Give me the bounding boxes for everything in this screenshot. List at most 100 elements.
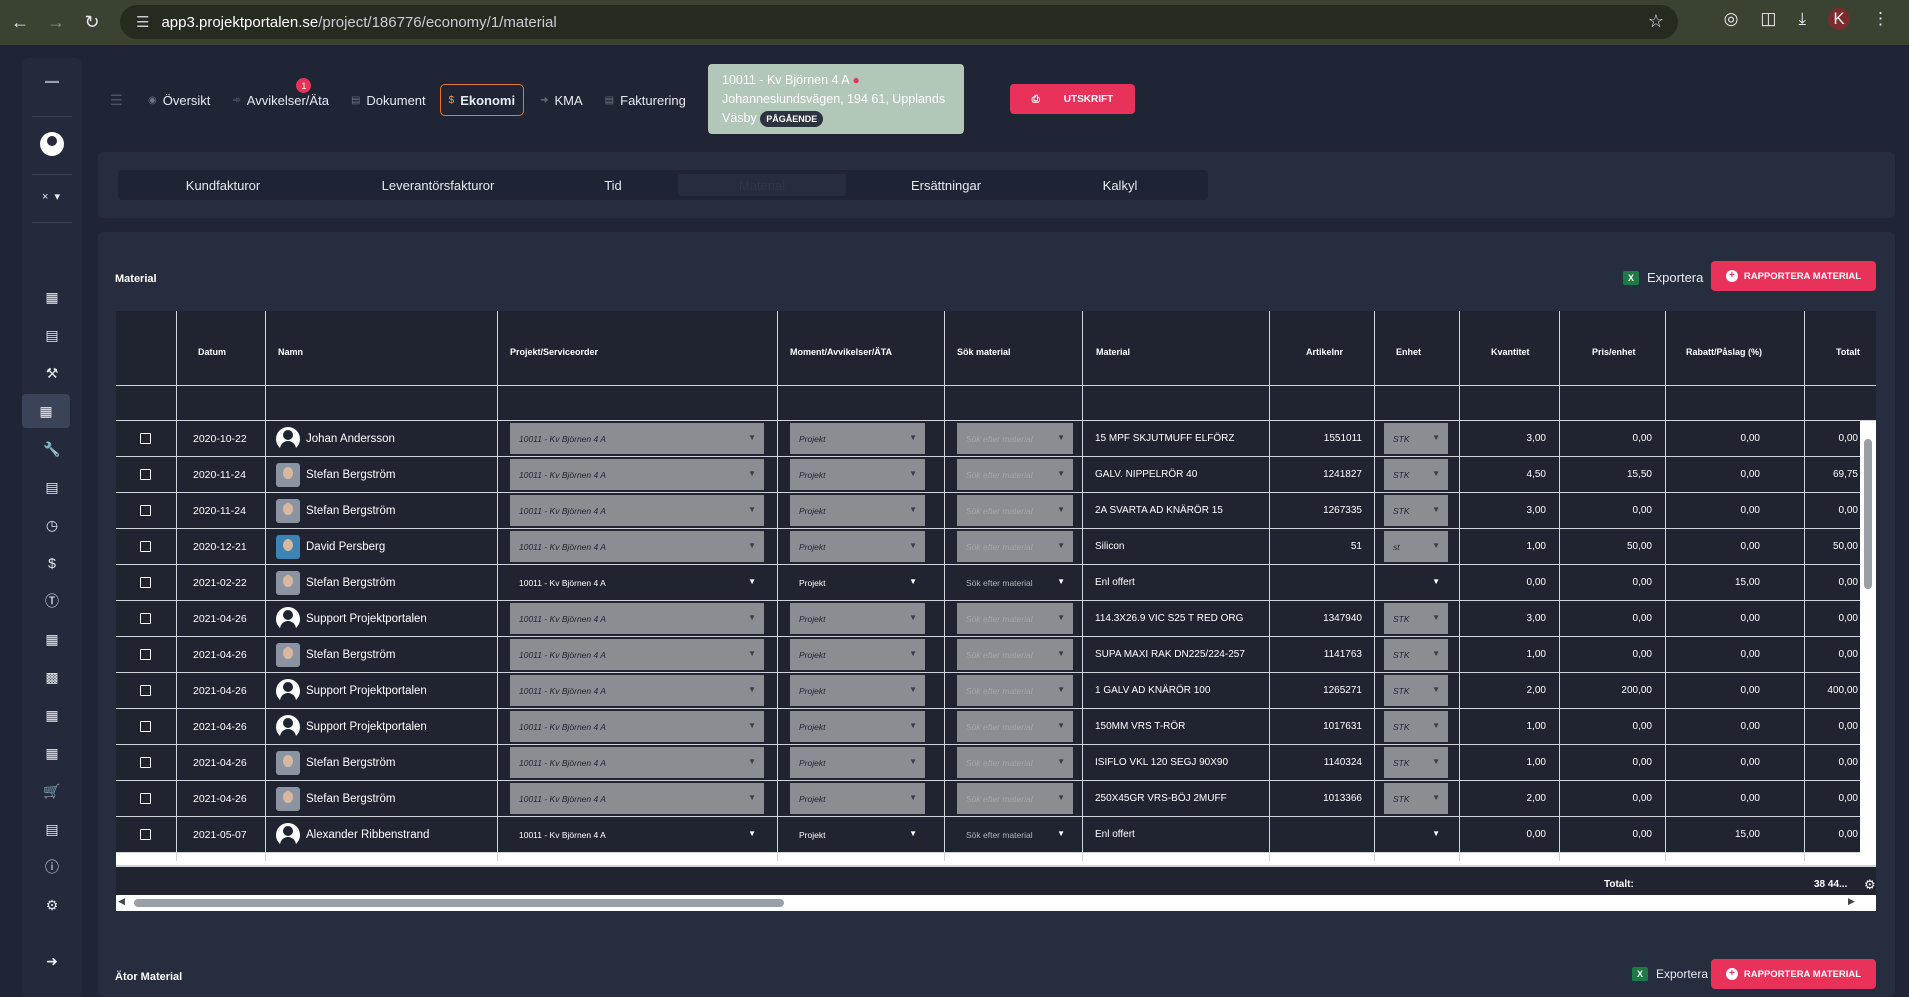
unit-select[interactable]: STK ▼ — [1384, 639, 1448, 670]
column-header[interactable]: Artikelnr — [1306, 347, 1344, 357]
column-header[interactable]: Namn — [278, 347, 304, 357]
project-card[interactable]: 10011 - Kv Björnen 4 A ● Johanneslundsvä… — [708, 64, 964, 134]
project-select[interactable]: 10011 - Kv Björnen 4 A ▼ — [510, 531, 764, 562]
table-row[interactable]: 2021-05-07 Alexander Ribbenstrand 10011 - … — [116, 817, 1876, 853]
column-header[interactable]: Rabatt/Påslag (%) — [1686, 347, 1763, 357]
price-cell[interactable]: 50,00 — [1626, 541, 1652, 552]
project-select[interactable]: 10011 - Kv Björnen 4 A ▼ — [510, 495, 764, 526]
project-select[interactable]: 10011 - Kv Björnen 4 A ▼ — [510, 639, 764, 670]
unit-select[interactable]: STK ▼ — [1384, 747, 1448, 778]
dashboard-icon[interactable]: ▦ — [45, 288, 59, 305]
vertical-scrollbar[interactable] — [1860, 421, 1876, 861]
qty-cell[interactable]: 2,00 — [1526, 685, 1546, 696]
project-select[interactable]: 10011 - Kv Björnen 4 A ▼ — [510, 567, 764, 598]
row-select[interactable] — [140, 565, 151, 600]
qty-cell[interactable]: 3,00 — [1526, 433, 1546, 444]
moment-select[interactable]: Projekt ▼ — [790, 639, 925, 670]
checkbox[interactable] — [140, 793, 151, 804]
moment-select[interactable]: Projekt ▼ — [790, 603, 925, 634]
material-search-select[interactable]: Sök efter material ▼ — [957, 423, 1073, 454]
price-cell[interactable]: 0,00 — [1632, 793, 1652, 804]
unit-select[interactable]: STK ▼ — [1384, 711, 1448, 742]
scroll-right-icon[interactable]: ▶ — [1848, 896, 1855, 906]
tab-fakturering[interactable]: ▤ Fakturering — [597, 84, 700, 116]
tab-kma[interactable]: ➜ KMA — [532, 84, 597, 116]
messages-icon[interactable]: ▤ — [45, 326, 59, 343]
cart-icon[interactable]: 🛒 — [43, 782, 61, 799]
subtab-kundfakturor[interactable]: Kundfakturor — [185, 177, 261, 193]
project-select[interactable]: 10011 - Kv Björnen 4 A ▼ — [510, 459, 764, 490]
scroll-left-icon[interactable]: ◀ — [118, 896, 125, 906]
checkbox[interactable] — [140, 505, 151, 516]
moment-select[interactable]: Projekt ▼ — [790, 459, 925, 490]
extension-icon[interactable]: ◎ — [1723, 9, 1739, 28]
qty-cell[interactable]: 1,00 — [1526, 757, 1546, 768]
table-row[interactable]: 2021-04-26 Stefan Bergström 10011 - Kv Bjö… — [116, 781, 1876, 817]
column-header[interactable]: Projekt/Serviceorder — [510, 347, 599, 357]
tab-dokument[interactable]: ▤ Dokument — [343, 84, 440, 116]
row-select[interactable] — [140, 457, 151, 492]
project-select[interactable]: 10011 - Kv Björnen 4 A ▼ — [510, 603, 764, 634]
checkbox[interactable] — [140, 577, 151, 588]
price-cell[interactable]: 0,00 — [1632, 649, 1652, 660]
dollar-icon[interactable]: $ — [48, 555, 56, 571]
subtab-kalkyl[interactable]: Kalkyl — [1102, 177, 1138, 193]
material-search-select[interactable]: Sök efter material ▼ — [957, 531, 1073, 562]
checkbox[interactable] — [140, 721, 151, 732]
material-search-select[interactable]: Sök efter material ▼ — [957, 747, 1073, 778]
price-cell[interactable]: 0,00 — [1632, 829, 1652, 840]
logout-icon[interactable]: ➜ — [46, 952, 58, 969]
discount-cell[interactable]: 0,00 — [1740, 433, 1760, 444]
column-header[interactable]: Datum — [198, 347, 227, 357]
column-header[interactable]: Totalt — [1836, 347, 1860, 357]
price-cell[interactable]: 15,50 — [1626, 469, 1652, 480]
discount-cell[interactable]: 0,00 — [1740, 505, 1760, 516]
table-row[interactable]: 2021-04-26 Support Projektportalen 10011 -… — [116, 673, 1876, 709]
unit-select[interactable]: st ▼ — [1384, 531, 1448, 562]
projects-icon[interactable]: ▦ — [22, 394, 70, 428]
table-row[interactable]: 2020-11-24 Stefan Bergström 10011 - Kv Bjö… — [116, 457, 1876, 493]
wrench-icon[interactable]: 🔧 — [43, 440, 61, 457]
price-cell[interactable]: 0,00 — [1632, 757, 1652, 768]
unit-select[interactable]: ▼ — [1384, 819, 1448, 850]
qty-cell[interactable]: 0,00 — [1526, 829, 1546, 840]
subtab-ersattningar[interactable]: Ersättningar — [910, 177, 982, 193]
column-header[interactable]: Pris/enhet — [1592, 347, 1636, 357]
moment-select[interactable]: Projekt ▼ — [790, 531, 925, 562]
row-select[interactable] — [140, 421, 151, 456]
discount-cell[interactable]: 0,00 — [1740, 793, 1760, 804]
export-button[interactable]: X Exportera — [1623, 270, 1703, 285]
notes-icon[interactable]: ▤ — [45, 478, 59, 495]
discount-cell[interactable]: 0,00 — [1740, 649, 1760, 660]
row-select[interactable] — [140, 781, 151, 816]
row-select[interactable] — [140, 637, 151, 672]
row-select[interactable] — [140, 601, 151, 636]
scroll-thumb[interactable] — [134, 899, 784, 907]
material-search-select[interactable]: Sök efter material ▼ — [957, 675, 1073, 706]
material-search-select[interactable]: Sök efter material ▼ — [957, 567, 1073, 598]
checkbox[interactable] — [140, 685, 151, 696]
qty-cell[interactable]: 0,00 — [1526, 577, 1546, 588]
puzzle-icon[interactable]: ◫ — [1760, 9, 1777, 28]
modules-icon[interactable]: ▦ — [45, 630, 59, 647]
column-header[interactable]: Enhet — [1396, 347, 1422, 357]
address-bar[interactable]: ☰ app3.projektportalen.se/project/186776… — [120, 5, 1678, 39]
checkbox[interactable] — [140, 757, 151, 768]
report-ator-material-button[interactable]: + RAPPORTERA MATERIAL — [1711, 959, 1876, 989]
reload-icon[interactable]: ↻ — [84, 11, 100, 32]
moment-select[interactable]: Projekt ▼ — [790, 675, 925, 706]
qty-cell[interactable]: 1,00 — [1526, 541, 1546, 552]
discount-cell[interactable]: 0,00 — [1740, 685, 1760, 696]
grid-settings-icon[interactable]: ⚙ — [1864, 877, 1876, 892]
calendar-alt-icon[interactable]: ▦ — [45, 744, 59, 761]
user-avatar[interactable] — [40, 132, 64, 156]
settings-icon[interactable]: ⚙ — [45, 896, 59, 913]
calendar-icon[interactable]: ▦ — [45, 706, 59, 723]
scroll-thumb[interactable] — [1864, 439, 1872, 589]
price-cell[interactable]: 0,00 — [1632, 433, 1652, 444]
column-header[interactable]: Material — [1096, 347, 1131, 357]
table-row[interactable]: 2020-12-21 David Persberg 10011 - Kv Björn… — [116, 529, 1876, 565]
row-select[interactable] — [140, 745, 151, 780]
table-row[interactable]: 2020-10-22 Johan Andersson 10011 - Kv Björ… — [116, 421, 1876, 457]
unit-select[interactable]: STK ▼ — [1384, 495, 1448, 526]
